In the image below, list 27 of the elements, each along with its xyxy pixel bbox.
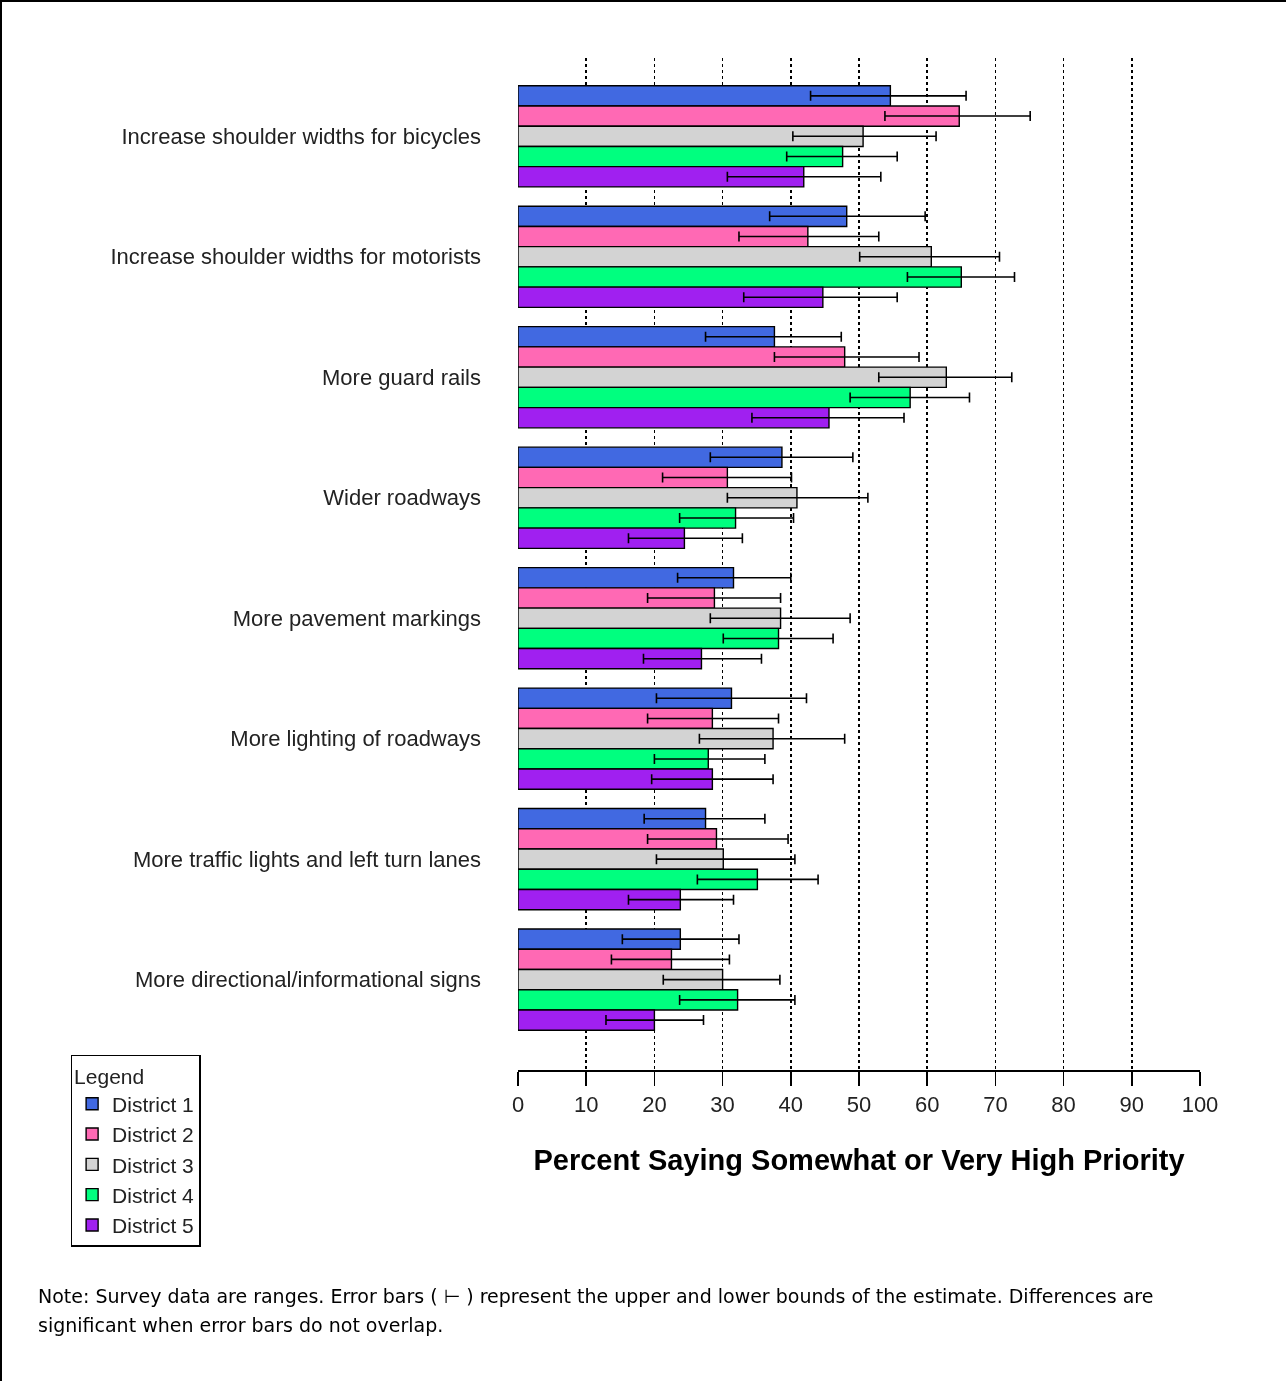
legend-label: District 3 (112, 1153, 194, 1177)
x-tick-label: 0 (511, 1091, 525, 1117)
x-tick-label: 60 (914, 1091, 940, 1117)
x-tick-label: 20 (642, 1091, 667, 1117)
x-tick-label: 100 (1181, 1091, 1219, 1117)
y-tick-label: More lighting of roadways (230, 726, 481, 752)
y-tick-label: Increase shoulder widths for bicycles (121, 124, 481, 150)
legend-label: District 2 (112, 1123, 194, 1147)
legend-label: District 4 (112, 1183, 195, 1207)
text: Note: Survey data are ranges. Error bars ( ⊢ ) represent the upper and lower bounds of the estimate. Differences are significant when error bars do not overlap. (38, 1284, 1155, 1338)
legend-label: District 5 (112, 1214, 194, 1238)
x-tick-label: 30 (710, 1091, 735, 1117)
y-tick-label: More pavement markings (232, 605, 481, 631)
x-tick-label: 80 (1051, 1091, 1076, 1117)
x-tick-label: 50 (846, 1091, 872, 1117)
legend-label: District 1 (112, 1092, 194, 1116)
x-tick-label: 90 (1119, 1091, 1145, 1117)
x-tick-label: 70 (983, 1091, 1008, 1117)
x-axis-title: Percent Saying Somewhat or Very High Priority (533, 1144, 1185, 1177)
y-tick-label: Increase shoulder widths for motorists (110, 244, 481, 270)
y-tick-label: Wider roadways (323, 485, 481, 511)
x-tick-label: 10 (573, 1091, 599, 1117)
y-tick-label: More guard rails (322, 364, 481, 390)
x-tick-label: 40 (778, 1091, 804, 1117)
legend-title: Legend (74, 1064, 156, 1088)
y-tick-label: More traffic lights and left turn lanes (132, 846, 481, 872)
y-tick-label: More directional/informational signs (134, 967, 481, 993)
